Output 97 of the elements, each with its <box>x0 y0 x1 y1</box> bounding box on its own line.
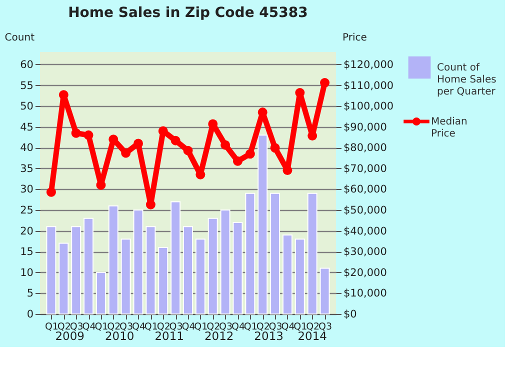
bar <box>58 242 69 314</box>
x-tick-label: Q3 <box>318 322 332 332</box>
x-tick-label: Q2 <box>256 322 270 332</box>
x-tick-label: Q2 <box>306 322 320 332</box>
point <box>71 128 81 138</box>
point <box>46 187 56 197</box>
bar <box>71 226 82 314</box>
x-tick-label: Q4 <box>281 322 295 332</box>
chart-title: Home Sales in Zip Code 45383 <box>68 5 308 21</box>
y-axis-title: Count <box>4 32 35 44</box>
bar <box>96 272 106 314</box>
x-tick-label: Q3 <box>70 322 84 332</box>
x-tick-label: Q4 <box>132 322 146 332</box>
legend-label: Median Price <box>431 116 468 140</box>
x-tick-label: Q1 <box>44 322 58 332</box>
x-tick-label: Q4 <box>231 322 246 332</box>
x-tick-label: Q2 <box>57 322 71 332</box>
y-tick-label: 30 <box>20 184 34 196</box>
point <box>146 200 156 210</box>
y-tick-label: 35 <box>20 162 34 175</box>
y2-tick-label: $120,000 <box>344 58 394 71</box>
y2-tick-label: $50,000 <box>344 204 387 217</box>
x-tick-label: Q1 <box>194 322 208 332</box>
y-tick-label: 15 <box>20 246 34 258</box>
bar <box>84 218 94 314</box>
point <box>170 136 180 146</box>
bar <box>133 210 144 314</box>
point <box>183 146 193 156</box>
y2-axis-title: Price <box>342 32 367 44</box>
bar <box>120 238 131 314</box>
point <box>320 78 330 88</box>
bar <box>183 226 193 314</box>
y-tick-label: 40 <box>20 142 34 154</box>
y-tick-label: 10 <box>20 266 34 279</box>
bar <box>294 238 305 314</box>
bar <box>146 226 156 314</box>
bar <box>307 192 318 314</box>
y2-tick-label: $110,000 <box>344 80 394 92</box>
y-tick-label: 50 <box>20 100 34 113</box>
y-tick-label: 20 <box>20 225 34 238</box>
x-tick-label: Q1 <box>294 322 308 332</box>
bar <box>320 268 330 314</box>
bar <box>46 226 56 314</box>
point <box>220 140 230 150</box>
x-tick-label: Q4 <box>182 322 196 332</box>
bar <box>195 238 206 314</box>
x-tick-label: Q2 <box>206 322 220 332</box>
bar <box>245 192 256 314</box>
point <box>282 166 292 176</box>
point <box>58 90 68 100</box>
y2-tick-label: $0 <box>344 308 357 320</box>
point <box>134 138 144 148</box>
y-tick-label: 25 <box>20 204 34 217</box>
point <box>158 126 168 136</box>
y-tick-label: 60 <box>20 58 34 71</box>
legend-label: Count of Home Sales per Quarter <box>437 62 496 98</box>
y2-tick-label: $30,000 <box>344 246 387 258</box>
y2-tick-label: $60,000 <box>344 184 387 196</box>
x-tick-label: Q3 <box>169 322 183 332</box>
y-tick-label: 5 <box>26 288 34 300</box>
point <box>308 131 318 141</box>
bar <box>220 210 230 314</box>
bar <box>170 201 181 314</box>
y2-tick-label: $90,000 <box>344 121 387 134</box>
bar <box>232 222 243 314</box>
point <box>208 119 218 129</box>
y-tick-label: 45 <box>20 121 34 134</box>
y2-tick-label: $70,000 <box>344 162 387 175</box>
x-tick-label: Q1 <box>244 322 258 332</box>
x-tick-label: Q1 <box>144 322 158 332</box>
point <box>121 148 131 158</box>
point <box>295 88 305 98</box>
bar <box>282 234 292 314</box>
bar <box>208 218 218 314</box>
point <box>245 149 255 159</box>
x-tick-label: Q3 <box>219 322 233 332</box>
y2-tick-label: $40,000 <box>344 225 387 238</box>
y2-tick-label: $100,000 <box>344 100 394 113</box>
point <box>96 180 106 190</box>
point <box>84 130 94 140</box>
y2-tick-label: $80,000 <box>344 142 387 154</box>
x-tick-label: Q3 <box>268 322 282 332</box>
y2-tick-label: $20,000 <box>344 266 387 279</box>
x-tick-label: Q4 <box>82 322 96 332</box>
bar <box>258 134 268 314</box>
x-tick-label: Q2 <box>156 322 170 332</box>
x-tick-label: Q3 <box>120 322 134 332</box>
point <box>270 143 280 153</box>
y-tick-label: 0 <box>26 308 34 320</box>
x-tick-label: Q1 <box>94 322 108 332</box>
bar <box>270 192 280 314</box>
bar <box>108 205 118 314</box>
y2-tick-label: $10,000 <box>344 288 387 300</box>
y-tick-label: 55 <box>20 80 34 92</box>
point <box>232 156 242 166</box>
bar <box>158 246 168 314</box>
x-tick-label: Q2 <box>107 322 121 332</box>
